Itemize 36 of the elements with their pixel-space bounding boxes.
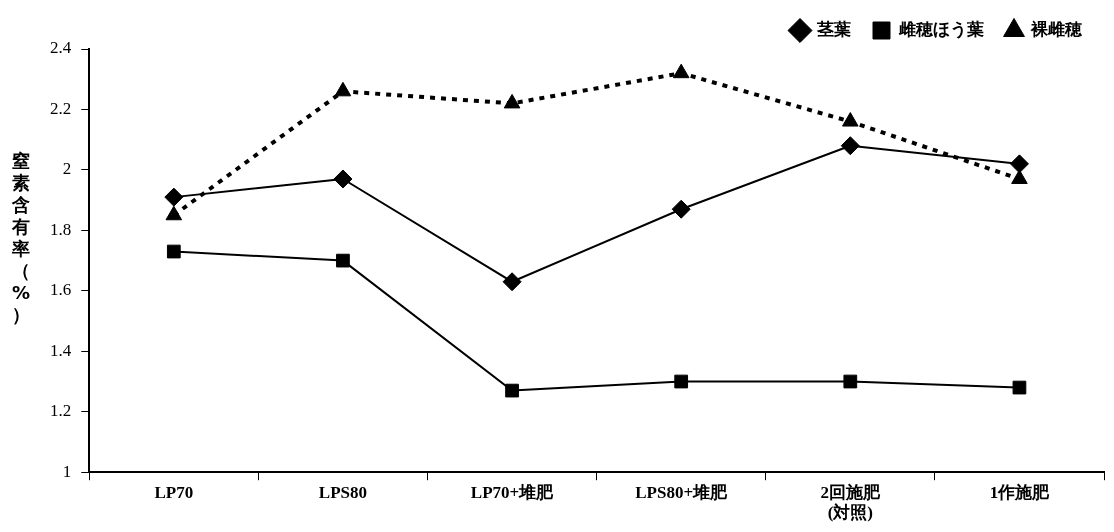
point [334, 81, 352, 97]
y-tick-label: 1 [62, 461, 72, 481]
point [840, 136, 860, 156]
point [671, 199, 691, 219]
x-tick-label: LPS80+堆肥 [635, 482, 729, 502]
x-tick-label: 2回施肥 (対照) [820, 482, 882, 523]
y-tick-label: 1.2 [50, 401, 72, 421]
y-tick-label: 1.6 [50, 280, 72, 300]
point [333, 169, 353, 189]
y-tick-label: 2.2 [50, 98, 72, 118]
y-axis-title: 窒素含有率（%） [10, 150, 31, 326]
y-tick-label: 2.4 [50, 38, 72, 58]
point [1009, 154, 1029, 174]
legend-label: 雌穂ほう葉 [897, 18, 984, 39]
x-tick-label: LPS80 [318, 482, 368, 502]
point [502, 272, 522, 292]
point [843, 374, 858, 389]
x-tick-label: LP70+堆肥 [470, 482, 555, 502]
point [505, 383, 519, 398]
y-tick-label: 1.4 [50, 340, 72, 360]
point [166, 244, 181, 259]
y-tick-label: 2 [62, 159, 72, 179]
y-tick-label: 1.8 [50, 219, 72, 239]
point [1011, 169, 1028, 184]
x-tick-label: LP70 [154, 482, 194, 502]
point [672, 63, 690, 79]
point [165, 205, 183, 221]
point [336, 253, 350, 268]
point [164, 187, 184, 207]
legend-label: 茎葉 [816, 18, 851, 39]
point [674, 374, 689, 389]
point [842, 112, 859, 127]
point [1012, 380, 1027, 395]
legend-label: 裸雌穂 [1030, 18, 1083, 39]
x-tick-label: 1作施肥 [989, 482, 1051, 502]
point [503, 93, 521, 109]
